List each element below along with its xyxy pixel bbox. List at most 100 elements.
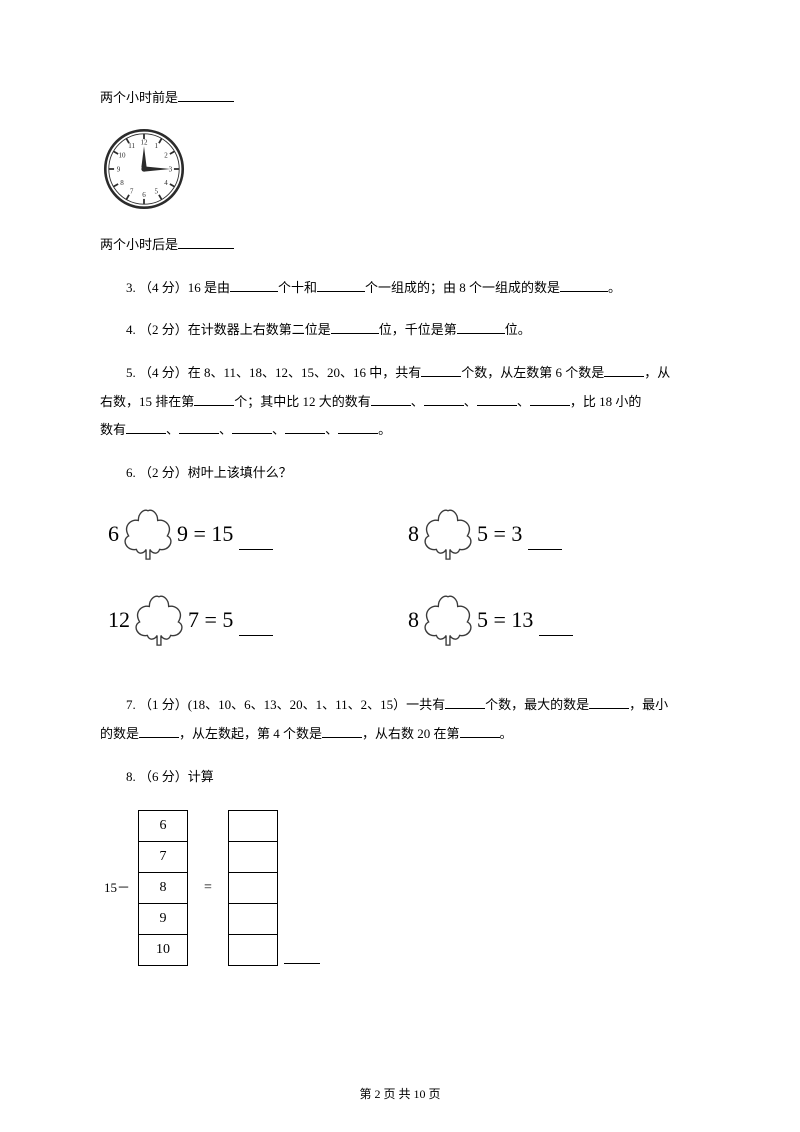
svg-text:12: 12 <box>140 138 148 146</box>
svg-text:4: 4 <box>164 178 168 186</box>
box-cell: 8 <box>138 872 188 904</box>
fill-blank[interactable] <box>331 319 379 334</box>
eq-right: 7 = 5 <box>188 596 233 644</box>
leaf-eq-2: 8 5 = 3 <box>408 505 698 563</box>
leaf-eq-3: 12 7 = 5 <box>108 591 408 649</box>
text: 的数是 <box>100 726 139 741</box>
answer-cell[interactable] <box>228 934 278 966</box>
fill-blank[interactable] <box>194 391 234 406</box>
fill-blank[interactable] <box>284 949 320 964</box>
fill-blank[interactable] <box>589 694 629 709</box>
svg-text:1: 1 <box>155 141 159 149</box>
fill-blank[interactable] <box>239 635 273 636</box>
eq-right: 9 = 15 <box>177 510 233 558</box>
eq-left: 8 <box>408 510 419 558</box>
q7-line1: 7. （1 分）(18、10、6、13、20、1、11、2、15）一共有 个数，最… <box>100 691 700 720</box>
eq-right: 5 = 3 <box>477 510 522 558</box>
text: 3. （4 分）16 是由 <box>126 280 230 295</box>
svg-text:7: 7 <box>130 187 134 195</box>
text: ，从 <box>644 365 670 380</box>
fill-blank[interactable] <box>232 419 272 434</box>
text: 、 <box>411 394 424 409</box>
fill-blank[interactable] <box>477 391 517 406</box>
text: 4. （2 分）在计数器上右数第二位是 <box>126 322 331 337</box>
text: 8. （6 分）计算 <box>126 769 214 784</box>
text: ，最小 <box>629 697 668 712</box>
fill-blank[interactable] <box>317 277 365 292</box>
clock-figure: 12 1 2 3 4 5 6 7 8 9 10 11 <box>100 125 700 224</box>
text: 个；其中比 12 大的数有 <box>234 394 371 409</box>
answer-cell[interactable] <box>228 810 278 842</box>
leaf-icon <box>419 591 477 649</box>
svg-text:11: 11 <box>128 141 135 149</box>
fill-blank[interactable] <box>460 723 500 738</box>
q8: 8. （6 分）计算 <box>100 763 700 792</box>
clock-icon: 12 1 2 3 4 5 6 7 8 9 10 11 <box>100 125 188 213</box>
fill-blank[interactable] <box>239 549 273 550</box>
text: 、 <box>166 422 179 437</box>
fill-blank[interactable] <box>528 549 562 550</box>
fill-blank[interactable] <box>126 419 166 434</box>
fill-blank[interactable] <box>285 419 325 434</box>
leaf-icon <box>130 591 188 649</box>
text: 数有 <box>100 422 126 437</box>
answer-cell[interactable] <box>228 841 278 873</box>
fill-blank[interactable] <box>178 87 234 102</box>
fill-blank[interactable] <box>604 362 644 377</box>
fill-blank[interactable] <box>139 723 179 738</box>
worksheet-page: 两个小时前是 12 1 2 <box>0 0 800 966</box>
answer-cell[interactable] <box>228 903 278 935</box>
fill-blank[interactable] <box>560 277 608 292</box>
answer-cell[interactable] <box>228 872 278 904</box>
q2-before-label: 两个小时前是 <box>100 84 700 113</box>
svg-text:8: 8 <box>120 178 124 186</box>
fill-blank[interactable] <box>179 419 219 434</box>
q5-line1: 5. （4 分）在 8、11、18、12、15、20、16 中，共有个数，从左数… <box>100 359 700 388</box>
q6: 6. （2 分）树叶上该填什么？ <box>100 459 700 488</box>
box-cell: 7 <box>138 841 188 873</box>
text: 个十和 <box>278 280 317 295</box>
svg-text:9: 9 <box>117 165 121 173</box>
fill-blank[interactable] <box>530 391 570 406</box>
box-cell: 9 <box>138 903 188 935</box>
fill-blank[interactable] <box>371 391 411 406</box>
text: 个一组成的；由 8 个一组成的数是 <box>365 280 560 295</box>
fill-blank[interactable] <box>230 277 278 292</box>
eq-left: 12 <box>108 596 130 644</box>
fill-blank[interactable] <box>457 319 505 334</box>
q7-line2: 的数是 ，从左数起，第 4 个数是 ，从右数 20 在第 。 <box>100 720 700 749</box>
fill-blank[interactable] <box>424 391 464 406</box>
q5: 5. （4 分）在 8、11、18、12、15、20、16 中，共有个数，从左数… <box>100 359 700 445</box>
page-footer: 第 2 页 共 10 页 <box>0 1085 800 1102</box>
text: 5. （4 分）在 8、11、18、12、15、20、16 中，共有 <box>126 365 421 380</box>
fill-blank[interactable] <box>421 362 461 377</box>
text: 两个小时后是 <box>100 237 178 252</box>
text: 。 <box>500 726 513 741</box>
page-number: 第 2 页 共 10 页 <box>359 1087 440 1101</box>
leaf-icon <box>119 505 177 563</box>
fill-blank[interactable] <box>445 694 485 709</box>
svg-text:10: 10 <box>118 151 126 159</box>
svg-text:3: 3 <box>169 165 173 173</box>
text: 。 <box>378 422 391 437</box>
fill-blank[interactable] <box>322 723 362 738</box>
text: 、 <box>464 394 477 409</box>
text: 。 <box>608 280 621 295</box>
fill-blank[interactable] <box>539 635 573 636</box>
text: 位。 <box>505 322 531 337</box>
svg-text:6: 6 <box>142 191 146 199</box>
text: 7. （1 分）(18、10、6、13、20、1、11、2、15）一共有 <box>126 697 445 712</box>
text: ，从左数起，第 4 个数是 <box>179 726 322 741</box>
text: ，从右数 20 在第 <box>362 726 460 741</box>
fill-blank[interactable] <box>178 234 234 249</box>
text: 个数，最大的数是 <box>485 697 589 712</box>
eq-left: 8 <box>408 596 419 644</box>
q3: 3. （4 分）16 是由 个十和 个一组成的；由 8 个一组成的数是 。 <box>100 274 700 303</box>
svg-text:5: 5 <box>155 187 159 195</box>
fill-blank[interactable] <box>338 419 378 434</box>
text: 右数，15 排在第 <box>100 394 194 409</box>
q5-line3: 数有、、、、。 <box>100 416 700 445</box>
text: 6. （2 分）树叶上该填什么？ <box>126 465 292 480</box>
q2-after-label: 两个小时后是 <box>100 231 700 260</box>
eq-right: 5 = 13 <box>477 596 533 644</box>
